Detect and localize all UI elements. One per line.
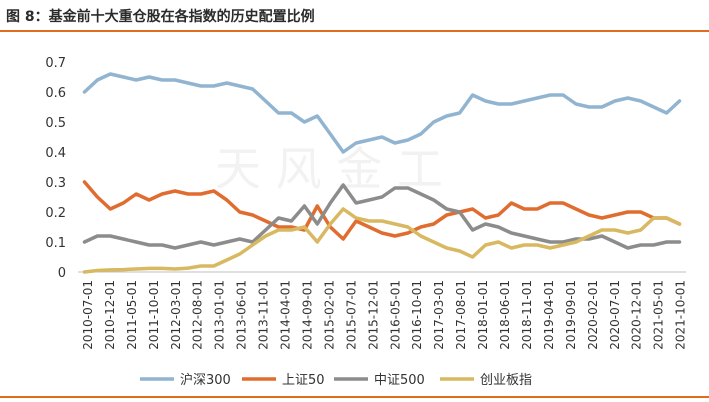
x-axis: 2010-07-01 2010-12-01 2011-05-01 2011-10-01… bbox=[81, 280, 688, 350]
x-tick-label: 2015-12-01 bbox=[366, 280, 380, 350]
x-tick-label: 2017-08-01 bbox=[454, 280, 468, 350]
x-tick-label: 2015-07-01 bbox=[344, 280, 358, 350]
series-lines bbox=[82, 72, 682, 274]
x-tick-label: 2012-03-01 bbox=[169, 280, 183, 350]
x-tick-label: 2013-01-01 bbox=[213, 280, 227, 350]
y-tick-label: 0.4 bbox=[45, 146, 66, 161]
series-line-0 bbox=[82, 72, 682, 154]
figure-title: 图 8：基金前十大重仓股在各指数的历史配置比例 bbox=[6, 9, 315, 25]
legend: 沪深300 上证50 中证500 创业板指 bbox=[140, 372, 532, 388]
x-tick-label: 2018-01-01 bbox=[476, 280, 490, 350]
x-tick-label: 2014-04-01 bbox=[279, 280, 293, 350]
series-line-1 bbox=[82, 180, 682, 241]
y-tick-label: 0.7 bbox=[45, 56, 66, 71]
x-tick-label: 2010-12-01 bbox=[103, 280, 117, 350]
y-tick-label: 0.5 bbox=[45, 116, 66, 131]
title-divider bbox=[0, 30, 709, 32]
y-tick-label: 0.1 bbox=[45, 236, 66, 251]
x-tick-label: 2017-03-01 bbox=[432, 280, 446, 350]
series-line-3 bbox=[82, 207, 682, 274]
x-tick-label: 2015-02-01 bbox=[322, 280, 336, 350]
x-tick-label: 2016-05-01 bbox=[388, 280, 402, 350]
legend-label-0: 沪深300 bbox=[180, 372, 231, 388]
y-tick-label: 0 bbox=[58, 266, 66, 281]
x-tick-label: 2012-08-01 bbox=[191, 280, 205, 350]
legend-label-1: 上证50 bbox=[282, 373, 325, 388]
legend-label-3: 创业板指 bbox=[480, 373, 532, 388]
legend-label-2: 中证500 bbox=[374, 373, 425, 388]
x-tick-label: 2013-06-01 bbox=[235, 280, 249, 350]
x-tick-label: 2019-09-01 bbox=[564, 280, 578, 350]
x-tick-label: 2021-05-01 bbox=[652, 280, 666, 350]
x-tick-label: 2018-11-01 bbox=[520, 280, 534, 350]
x-tick-label: 2018-06-01 bbox=[498, 280, 512, 350]
y-tick-label: 0.3 bbox=[45, 176, 66, 191]
x-tick-label: 2010-07-01 bbox=[81, 280, 95, 350]
y-tick-label: 0.6 bbox=[45, 86, 66, 101]
x-tick-label: 2019-04-01 bbox=[542, 280, 556, 350]
y-tick-label: 0.2 bbox=[45, 206, 66, 221]
x-tick-label: 2020-07-01 bbox=[608, 280, 622, 350]
x-tick-label: 2014-09-01 bbox=[300, 280, 314, 350]
x-tick-label: 2020-12-01 bbox=[630, 280, 644, 350]
x-tick-label: 2011-05-01 bbox=[125, 280, 139, 350]
x-tick-label: 2016-10-01 bbox=[410, 280, 424, 350]
x-tick-label: 2020-02-01 bbox=[586, 280, 600, 350]
x-tick-label: 2011-10-01 bbox=[147, 280, 161, 350]
y-axis: 0 0.1 0.2 0.3 0.4 0.5 0.6 0.7 bbox=[45, 56, 66, 281]
x-tick-label: 2021-10-01 bbox=[674, 280, 688, 350]
bottom-divider bbox=[0, 396, 709, 398]
x-tick-label: 2013-11-01 bbox=[257, 280, 271, 350]
